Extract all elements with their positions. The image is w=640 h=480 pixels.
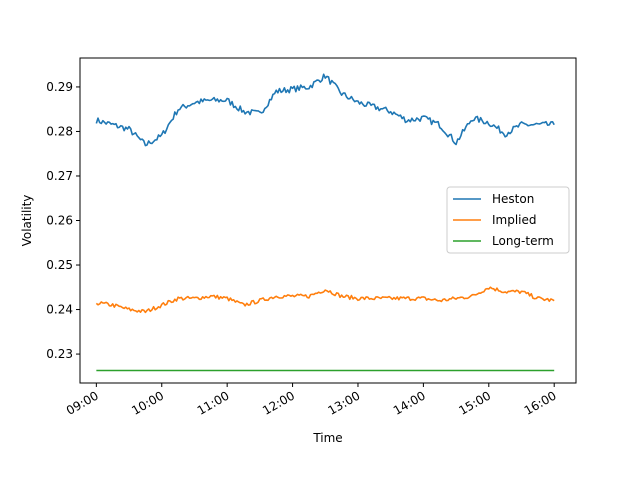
x-tick-label: 13:00 bbox=[326, 388, 363, 417]
y-tick-label: 0.25 bbox=[46, 258, 73, 272]
legend-label-implied: Implied bbox=[492, 213, 537, 227]
y-tick-label: 0.24 bbox=[46, 303, 73, 317]
x-axis-label: Time bbox=[312, 431, 342, 445]
x-tick-label: 09:00 bbox=[64, 388, 101, 417]
y-axis: 0.23 0.24 0.25 0.26 0.27 0.28 0.29 bbox=[46, 80, 80, 361]
x-tick-label: 15:00 bbox=[456, 388, 493, 417]
x-axis: 09:00 10:00 11:00 12:00 13:00 14:00 15:00 16:00 bbox=[64, 383, 559, 418]
y-axis-label: Volatility bbox=[20, 195, 34, 247]
x-tick-label: 10:00 bbox=[129, 388, 166, 417]
series-layer bbox=[95, 73, 555, 372]
legend-label-long-term: Long-term bbox=[492, 234, 554, 248]
legend: Heston Implied Long-term bbox=[446, 186, 570, 254]
series-line-implied bbox=[95, 286, 555, 314]
y-tick-label: 0.28 bbox=[46, 124, 73, 138]
legend-box bbox=[446, 186, 570, 254]
y-tick-label: 0.23 bbox=[46, 347, 73, 361]
y-tick-label: 0.27 bbox=[46, 169, 73, 183]
y-tick-label: 0.26 bbox=[46, 214, 73, 228]
series-line-heston bbox=[95, 73, 555, 147]
y-tick-label: 0.29 bbox=[46, 80, 73, 94]
legend-label-heston: Heston bbox=[492, 192, 534, 206]
x-tick-label: 16:00 bbox=[522, 388, 559, 417]
x-tick-label: 14:00 bbox=[391, 388, 428, 417]
x-tick-label: 12:00 bbox=[260, 388, 297, 417]
x-tick-label: 11:00 bbox=[195, 388, 232, 417]
